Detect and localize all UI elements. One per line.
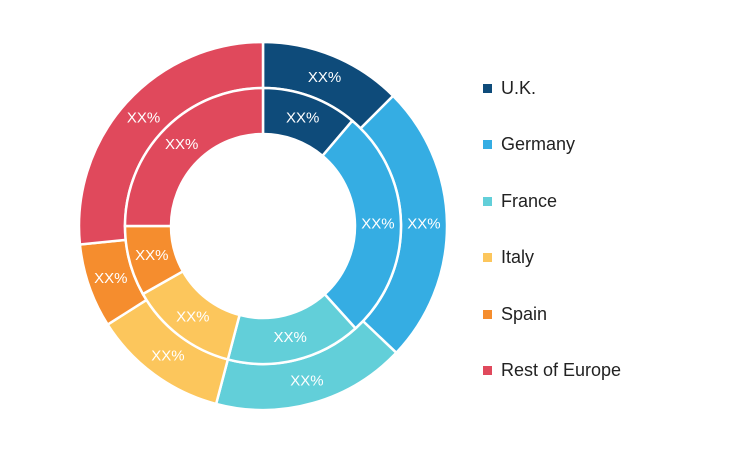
legend-swatch [483, 83, 492, 93]
legend: U.K. Germany France Italy Spain Rest of … [483, 74, 621, 414]
legend-item-italy: Italy [483, 244, 621, 272]
outer-slice-label-spain: XX% [94, 270, 127, 287]
legend-item-rest-of-europe: Rest of Europe [483, 357, 621, 385]
inner-slice-label-germany: XX% [361, 216, 394, 233]
legend-item-spain: Spain [483, 300, 621, 328]
legend-swatch [483, 196, 492, 206]
legend-swatch [483, 309, 492, 319]
legend-label: U.K. [501, 77, 537, 98]
legend-label: Rest of Europe [501, 360, 622, 381]
legend-swatch [483, 366, 492, 376]
inner-slice-germany [320, 119, 403, 331]
legend-item-uk: U.K. [483, 74, 621, 102]
inner-slice-label-rest-of-europe: XX% [165, 136, 198, 153]
inner-slice-label-france: XX% [274, 329, 307, 346]
outer-slice-label-italy: XX% [151, 347, 184, 364]
inner-ring: XX% XX% XX% XX% XX% XX% [123, 86, 403, 366]
inner-slice-label-u-k: XX% [286, 110, 319, 127]
inner-slice-label-italy: XX% [176, 309, 209, 326]
legend-item-germany: Germany [483, 131, 621, 159]
inner-slice-rest-of-europe [123, 86, 265, 228]
outer-ring: XX% XX% XX% XX% XX% XX% [77, 40, 449, 412]
legend-swatch [483, 140, 492, 150]
legend-item-france: France [483, 187, 621, 215]
outer-slice-label-rest-of-europe: XX% [127, 110, 160, 127]
legend-label: Italy [501, 247, 535, 268]
legend-label: France [501, 190, 558, 211]
inner-slice-label-spain: XX% [135, 247, 168, 264]
outer-slice-label-germany: XX% [407, 215, 440, 232]
legend-swatch [483, 253, 492, 263]
legend-label: Spain [501, 303, 548, 324]
outer-slice-label-u-k: XX% [308, 69, 341, 86]
legend-label: Germany [501, 134, 576, 155]
outer-slice-label-france: XX% [290, 372, 323, 389]
